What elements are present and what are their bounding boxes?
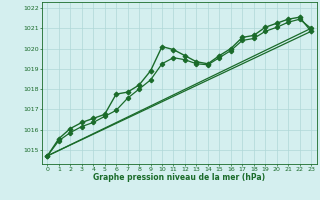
X-axis label: Graphe pression niveau de la mer (hPa): Graphe pression niveau de la mer (hPa) (93, 173, 265, 182)
